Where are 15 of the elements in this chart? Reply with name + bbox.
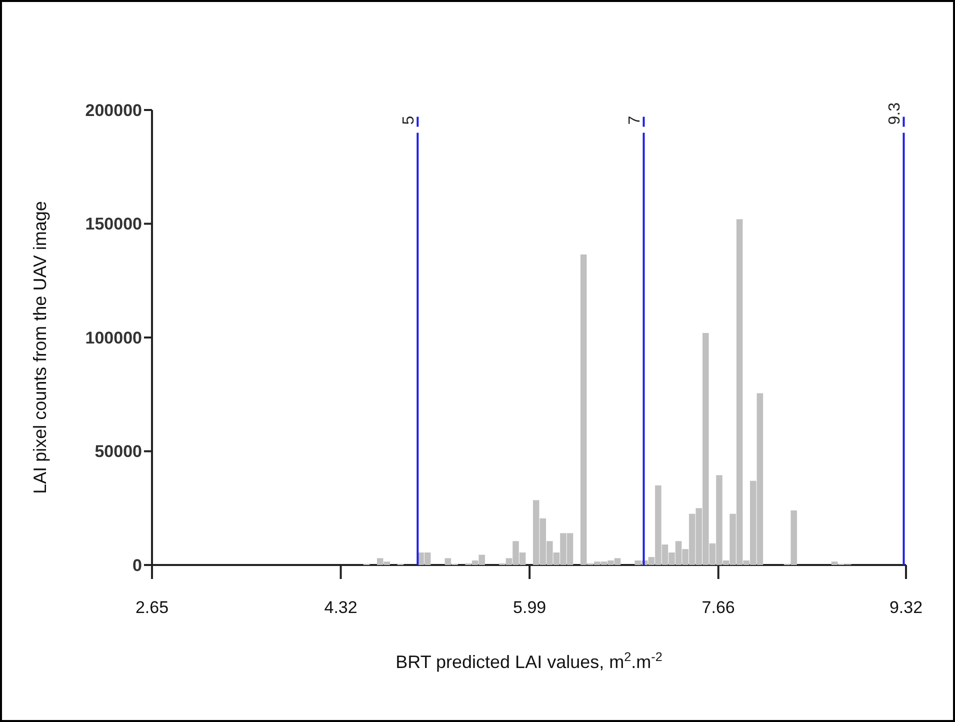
y-tick-label: 150000	[85, 214, 142, 234]
ref-line-label: 5	[400, 116, 418, 125]
y-tick-label: 50000	[94, 442, 142, 462]
y-tick-label: 200000	[85, 100, 142, 120]
x-tick-label: 7.66	[702, 598, 735, 617]
x-axis-title: BRT predicted LAI values, m$^{2}$.m$^{-2}$	[396, 650, 662, 672]
y-tick-label: 100000	[85, 328, 142, 348]
x-tick-label: 4.32	[324, 598, 358, 617]
x-tick-label: 9.32	[889, 598, 923, 617]
ref-line-label: 9.3	[886, 102, 904, 125]
x-tick-label: 2.65	[135, 598, 169, 617]
x-tick-label: 5.99	[513, 598, 546, 617]
ref-line-label: 7	[626, 116, 644, 125]
y-tick-label: 0	[132, 556, 142, 575]
y-axis-title: LAI pixel counts from the UAV image	[30, 201, 50, 494]
